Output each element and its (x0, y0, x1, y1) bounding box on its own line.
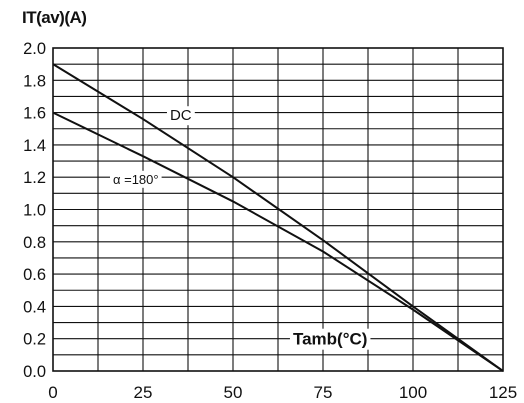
y-axis-title: IT(av)(A) (22, 8, 87, 27)
plot-frame (52, 47, 504, 372)
x-tick-label: 125 (489, 383, 517, 402)
y-tick-label: 2.0 (23, 40, 46, 58)
x-tick-label: 75 (314, 383, 333, 402)
y-tick-label: 0.8 (23, 234, 46, 252)
y-tick-label: 0.0 (23, 363, 46, 381)
x-tick-label: 0 (48, 383, 57, 402)
y-tick-label: 1.4 (23, 137, 46, 155)
y-tick-labels: 0.0 0.2 0.4 0.6 0.8 1.0 1.2 1.4 1.6 1.8 2.0 (23, 40, 46, 381)
series-labels: DC α =180° Tamb(°C) (109, 106, 371, 350)
x-axis-title-backing (289, 328, 371, 350)
x-tick-label: 100 (399, 383, 427, 402)
y-tick-label: 1.0 (23, 202, 46, 220)
series-lines (52, 63, 504, 372)
y-tick-label: 1.2 (23, 169, 46, 187)
x-tick-labels: 0 25 50 75 100 125 (48, 383, 517, 402)
series-label-dc-backing (166, 106, 195, 126)
y-tick-label: 1.6 (23, 105, 46, 123)
series-label-alpha-180: α =180° (113, 172, 159, 187)
horizontal-gridlines (53, 63, 503, 356)
y-tick-label: 0.4 (23, 298, 46, 316)
x-axis-title: Tamb(°C) (293, 330, 367, 349)
series-label-dc: DC (170, 107, 192, 124)
x-tick-label: 25 (134, 383, 153, 402)
y-tick-label: 0.2 (23, 331, 46, 349)
series-line-alpha-180 (52, 111, 504, 372)
y-tick-label: 0.6 (23, 266, 46, 284)
series-label-alpha-180-backing (109, 170, 162, 188)
x-tick-label: 50 (224, 383, 243, 402)
y-tick-label: 1.8 (23, 72, 46, 90)
series-line-dc (52, 63, 504, 372)
